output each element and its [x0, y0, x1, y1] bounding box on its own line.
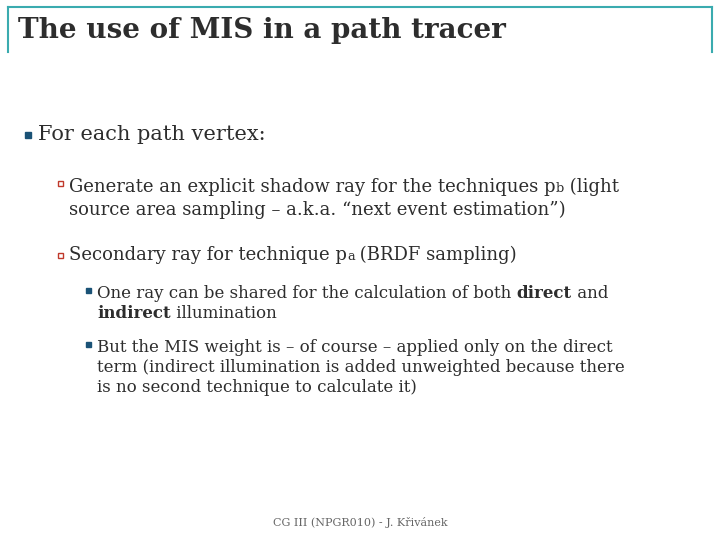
Text: The use of MIS in a path tracer: The use of MIS in a path tracer — [18, 17, 506, 44]
Text: For each path vertex:: For each path vertex: — [38, 125, 266, 145]
Bar — [58, 253, 63, 258]
Text: indirect: indirect — [97, 306, 171, 322]
Text: But the MIS weight is – of course – applied only on the direct: But the MIS weight is – of course – appl… — [97, 339, 613, 355]
Text: (BRDF sampling): (BRDF sampling) — [354, 246, 517, 264]
Text: Generate an explicit shadow ray for the techniques p: Generate an explicit shadow ray for the … — [69, 178, 556, 196]
Bar — [86, 341, 91, 347]
Text: direct: direct — [516, 285, 572, 301]
Text: (light: (light — [564, 178, 618, 196]
Bar — [25, 132, 31, 138]
Text: Secondary ray for technique p: Secondary ray for technique p — [69, 246, 347, 264]
Text: CG III (NPGR010) - J. Křivánek: CG III (NPGR010) - J. Křivánek — [273, 516, 447, 528]
Text: a: a — [347, 251, 354, 264]
Bar — [58, 180, 63, 186]
Text: and: and — [572, 285, 608, 301]
Text: illumination: illumination — [171, 306, 276, 322]
Text: One ray can be shared for the calculation of both: One ray can be shared for the calculatio… — [97, 285, 516, 301]
Text: is no second technique to calculate it): is no second technique to calculate it) — [97, 379, 417, 395]
Text: term (indirect illumination is added unweighted because there: term (indirect illumination is added unw… — [97, 359, 625, 375]
Bar — [86, 287, 91, 293]
Text: b: b — [556, 183, 564, 195]
Text: source area sampling – a.k.a. “next event estimation”): source area sampling – a.k.a. “next even… — [69, 201, 566, 219]
